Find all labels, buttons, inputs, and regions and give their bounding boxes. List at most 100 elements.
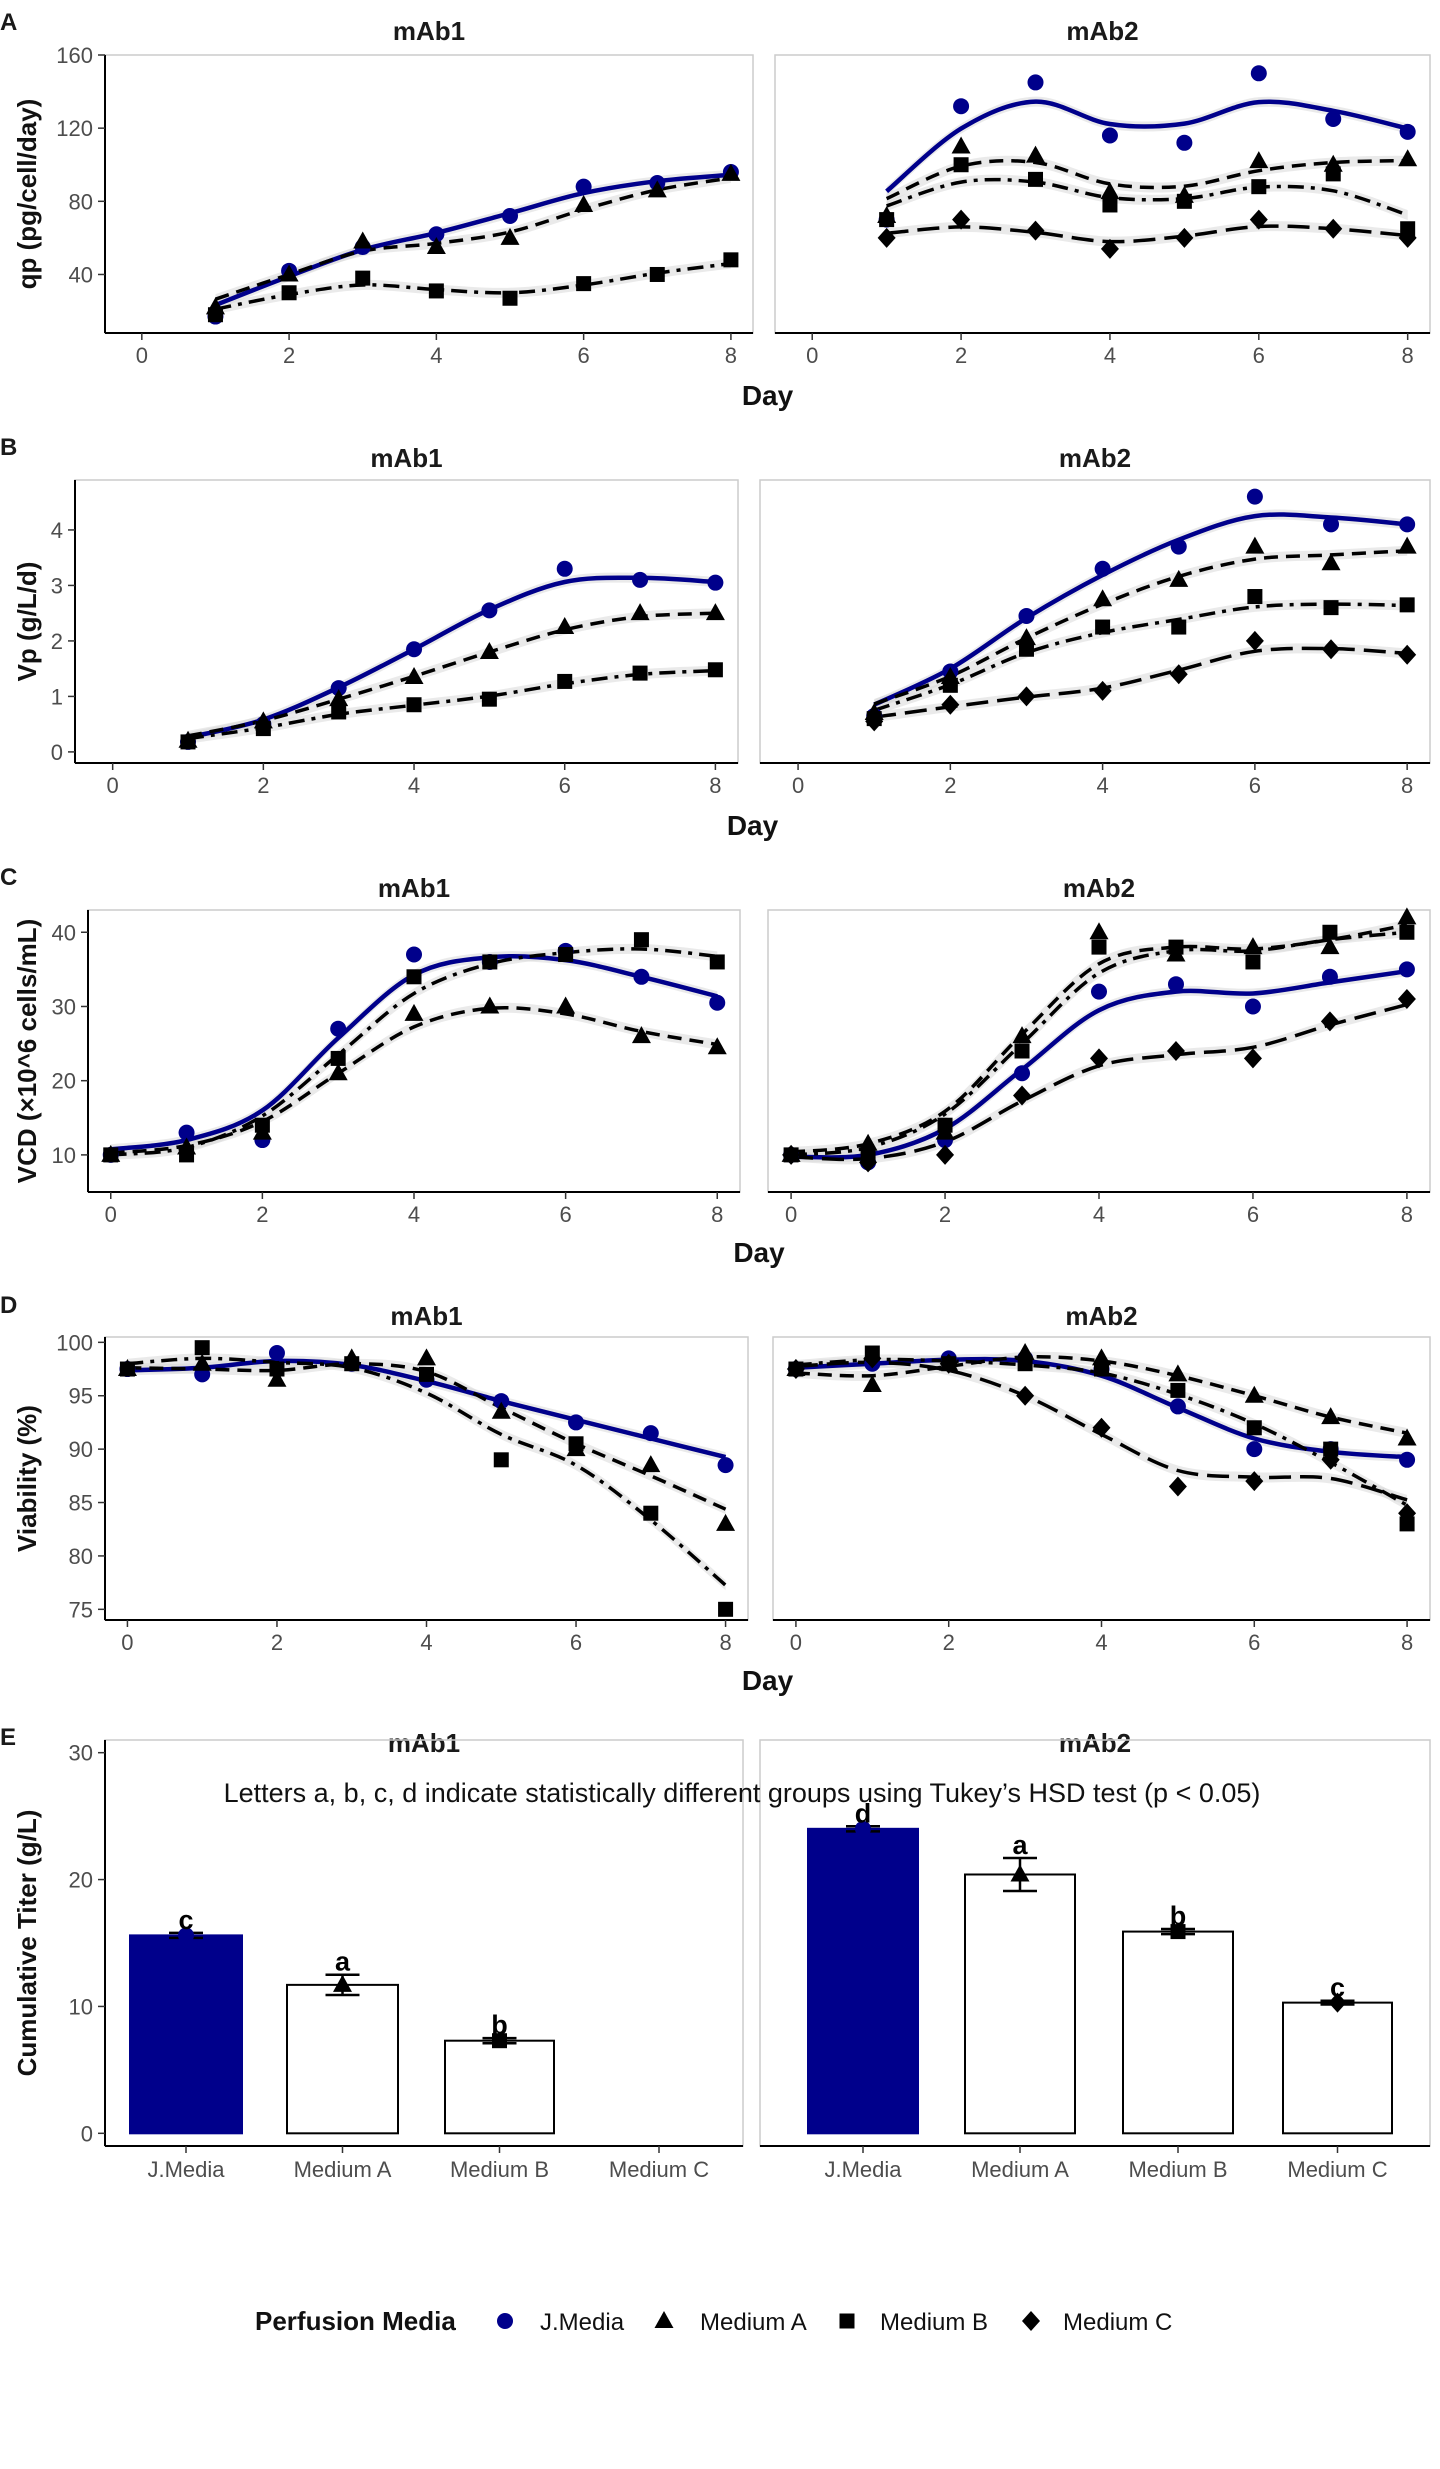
data-point <box>344 1356 360 1372</box>
data-point <box>255 721 271 737</box>
data-point <box>716 1513 736 1531</box>
data-point <box>353 231 373 249</box>
data-point <box>1397 907 1417 925</box>
y-tick-label: 10 <box>69 1994 93 2019</box>
panel-tag: D <box>0 1292 17 1319</box>
significance-letter: d <box>855 1798 872 1828</box>
series-line-mediuma <box>187 611 716 738</box>
significance-letter: c <box>1330 1973 1345 2003</box>
data-point <box>555 617 575 635</box>
data-point <box>643 1505 659 1521</box>
x-tick-label: 4 <box>420 1630 432 1655</box>
data-point <box>557 673 573 689</box>
data-point <box>707 662 723 678</box>
confidence-ribbon <box>215 258 731 315</box>
facet-mab2: mAb2 0 2 4 6 8 <box>759 443 1431 798</box>
facet-title: mAb1 <box>393 16 465 46</box>
data-point <box>1017 686 1036 707</box>
data-point <box>417 1348 436 1366</box>
data-point <box>1246 1420 1262 1436</box>
data-point <box>180 734 196 750</box>
data-point <box>330 1020 347 1037</box>
data-point <box>782 1144 801 1165</box>
significance-letter: a <box>335 1947 351 1977</box>
significance-letter: b <box>491 2010 508 2040</box>
data-point <box>1171 619 1187 635</box>
y-tick-label: 3 <box>51 573 63 598</box>
facet-title: mAb1 <box>388 1728 460 1758</box>
y-tick-label: 100 <box>56 1330 93 1355</box>
data-point <box>1322 639 1341 660</box>
y-tick-label: 95 <box>69 1384 93 1409</box>
data-point <box>1399 123 1416 140</box>
tukey-note: Letters a, b, c, d indicate statisticall… <box>224 1778 1261 1808</box>
data-point <box>633 968 650 985</box>
x-tick-label: 2 <box>939 1202 951 1227</box>
mean-point <box>333 1974 352 1992</box>
data-point <box>179 1147 195 1163</box>
y-tick-label: 2 <box>51 629 63 654</box>
y-axis-label: Viability (%) <box>12 1405 42 1552</box>
data-point <box>500 227 520 245</box>
data-point <box>632 665 648 681</box>
x-tick-label: 8 <box>719 1630 731 1655</box>
data-point <box>1092 1348 1111 1366</box>
data-point <box>1093 680 1112 701</box>
x-tick-label: 6 <box>1248 1630 1260 1655</box>
x-axis-label: Day <box>742 1665 794 1696</box>
bar-jmedia <box>807 1827 919 2135</box>
data-point <box>1244 1385 1264 1403</box>
data-point <box>1247 589 1263 605</box>
x-tick-label: 4 <box>1093 1202 1105 1227</box>
series-line-jmedia <box>187 575 716 740</box>
x-tick-label: 0 <box>121 1630 133 1655</box>
data-point <box>705 603 725 621</box>
data-point <box>1244 998 1261 1015</box>
data-point <box>1027 74 1044 91</box>
data-point <box>1245 1471 1264 1492</box>
category-label: Medium B <box>1128 2157 1227 2182</box>
confidence-ribbon <box>188 608 716 741</box>
x-tick-label: 6 <box>578 343 590 368</box>
data-point <box>641 1455 661 1473</box>
confidence-ribbon <box>874 599 1408 716</box>
facet-mab2: mAb2 J.Media d Medium A a Medium B b Medium C c <box>759 1728 1431 2182</box>
data-point <box>1243 1048 1262 1069</box>
x-tick-label: 0 <box>105 1202 117 1227</box>
series-line-jmedia <box>885 99 1409 194</box>
data-point <box>953 98 970 115</box>
y-tick-label: 1 <box>51 684 63 709</box>
x-tick-label: 6 <box>570 1630 582 1655</box>
data-point <box>558 947 574 963</box>
data-point <box>941 694 960 715</box>
x-tick-label: 2 <box>257 773 269 798</box>
mean-point <box>1010 1864 1030 1882</box>
data-point <box>1013 1085 1032 1106</box>
category-label: Medium B <box>450 2157 549 2182</box>
legend-marker-mediumb <box>839 2313 855 2329</box>
data-point <box>575 178 592 195</box>
data-point <box>865 711 884 732</box>
data-point <box>859 1152 878 1173</box>
x-tick-label: 4 <box>408 1202 420 1227</box>
data-point <box>1100 182 1120 200</box>
mean-point <box>1170 1924 1186 1940</box>
legend-marker-mediumc <box>1022 2311 1040 2331</box>
data-point <box>951 136 971 154</box>
data-point <box>1170 538 1187 555</box>
significance-letter: b <box>1170 1901 1187 1931</box>
facet-mab1: mAb1 0 2 4 6 8 10 20 30 40 <box>52 873 741 1227</box>
panel-tag: C <box>0 864 17 891</box>
data-point <box>1399 924 1415 940</box>
data-point <box>1323 516 1340 533</box>
x-tick-label: 6 <box>559 773 571 798</box>
data-point <box>406 641 423 658</box>
facet-mab1: mAb1 0 2 4 6 8 75 80 85 90 95 100 <box>56 1301 749 1655</box>
bar-mediumb <box>444 2039 555 2135</box>
data-point <box>481 691 497 707</box>
data-point <box>1018 641 1034 657</box>
y-tick-label: 75 <box>69 1597 93 1622</box>
y-tick-label: 0 <box>51 740 63 765</box>
category-label: J.Media <box>147 2157 225 2182</box>
significance-letter: c <box>178 1905 193 1935</box>
